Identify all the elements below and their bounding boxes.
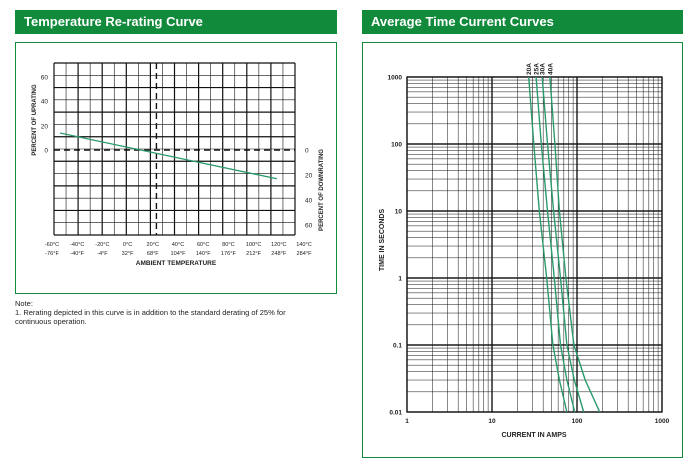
x-tick-label-fahrenheit: 68°F [147,251,159,257]
x-tick-label-celsius: 120°C [271,242,287,248]
x-tick-label-fahrenheit: 176°F [221,251,237,257]
log-y-tick-label: 0.1 [393,343,402,350]
series-label: 20A [526,63,533,75]
x-tick-label-fahrenheit: 284°F [297,251,313,257]
y-tick-label-right: 0 [305,148,309,155]
x-tick-label-celsius: 80°C [222,242,235,248]
note-body: 1. Rerating depicted in this curve is in… [15,308,286,326]
log-x-tick-label: 1000 [655,418,670,425]
log-y-axis-title: TIME IN SECONDS [379,209,386,272]
log-y-tick-label: 100 [391,142,402,149]
y-tick-label-right: 60 [305,223,313,230]
y-tick-label-left: 60 [41,75,49,82]
y-tick-label-right: 40 [305,198,313,205]
log-x-tick-label: 100 [572,418,583,425]
x-tick-label-fahrenheit: 248°F [271,251,287,257]
log-y-tick-label: 10 [395,209,403,216]
log-x-tick-label: 10 [488,418,496,425]
rerating-curve [59,132,278,180]
x-tick-label-fahrenheit: -40°F [70,251,84,257]
y-tick-label-left: 40 [41,99,49,106]
x-tick-label-fahrenheit: 32°F [122,251,134,257]
x-tick-label-fahrenheit: 140°F [196,251,212,257]
x-tick-label-celsius: 0°C [123,242,132,248]
x-tick-label-fahrenheit: -76°F [45,251,59,257]
y-tick-label-left: 20 [41,124,49,131]
x-axis-title: AMBIENT TEMPERATURE [136,260,217,267]
log-y-tick-label: 1000 [388,75,403,82]
series-label: 25A [534,63,541,75]
log-y-tick-label: 0.01 [389,410,402,417]
x-tick-label-celsius: 40°C [172,242,185,248]
log-x-axis-title: CURRENT IN AMPS [501,432,566,439]
time-current-panel [362,42,683,458]
x-tick-label-celsius: 100°C [246,242,262,248]
x-tick-label-celsius: 60°C [197,242,210,248]
x-tick-label-celsius: 20°C [147,242,160,248]
time-current-header: Average Time Current Curves [362,10,683,34]
x-tick-label-fahrenheit: -4°F [97,251,108,257]
x-tick-label-fahrenheit: 212°F [246,251,262,257]
temperature-rerating-panel [15,42,337,294]
x-tick-label-celsius: -60°C [45,242,59,248]
y-tick-label-left: 0 [44,148,48,155]
note-title: Note: [15,299,33,308]
y-axis-title-left: PERCENT OF UPRATING [32,84,38,156]
log-y-tick-label: 1 [398,276,402,283]
fuse-curve-40a [549,76,601,413]
y-tick-label-right: 20 [305,173,313,180]
x-tick-label-celsius: -20°C [95,242,109,248]
fuse-curve-30a [541,76,585,413]
x-tick-label-celsius: -40°C [70,242,84,248]
series-label: 40A [547,63,554,75]
fuse-curve-25a [535,76,576,413]
y-axis-title-right: PERCENT OF DOWNRATING [319,149,325,231]
series-label: 30A [540,63,547,75]
temperature-rerating-header: Temperature Re-rating Curve [15,10,337,34]
x-tick-label-fahrenheit: 104°F [171,251,187,257]
log-plot-frame [406,76,663,413]
fuse-curve-20a [528,76,568,413]
log-x-tick-label: 1 [405,418,409,425]
x-tick-label-celsius: 140°C [296,242,312,248]
